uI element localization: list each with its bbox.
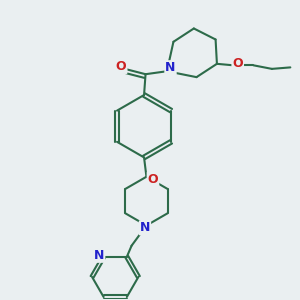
- Text: O: O: [116, 60, 127, 73]
- Text: N: N: [140, 221, 150, 234]
- Text: O: O: [148, 172, 158, 186]
- Text: N: N: [94, 249, 104, 262]
- Text: O: O: [232, 57, 243, 70]
- Text: N: N: [165, 61, 176, 74]
